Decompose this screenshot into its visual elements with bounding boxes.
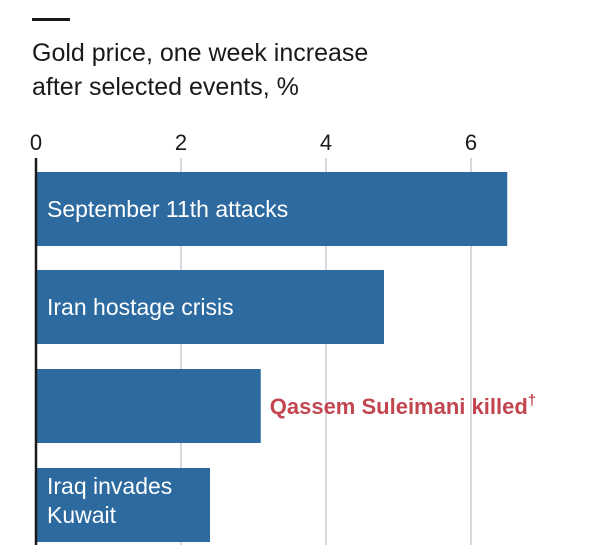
bar-3	[36, 468, 210, 542]
bar-2	[36, 369, 261, 443]
chart-title: Gold price, one week increase after sele…	[32, 36, 368, 104]
bar-label-3-line-0: Iraq invades	[47, 473, 172, 499]
chart-title-line-1: Gold price, one week increase	[32, 39, 369, 67]
title-rule	[32, 18, 70, 21]
x-tick-label-0: 0	[30, 130, 42, 155]
bar-label-1: Iran hostage crisis	[47, 294, 234, 320]
bar-0	[36, 172, 508, 246]
bar-label-0: September 11th attacks	[47, 196, 288, 222]
x-tick-label-4: 4	[320, 130, 332, 155]
x-tick-label-2: 2	[175, 130, 187, 155]
bar-label-2-footnote-mark: †	[528, 392, 536, 409]
bar-label-3-line-1: Kuwait	[47, 502, 117, 528]
x-tick-label-6: 6	[465, 130, 477, 155]
bar-label-2: Qassem Suleimani killed†	[270, 392, 536, 419]
bar-1	[36, 270, 384, 344]
chart-title-line-2: after selected events, %	[32, 73, 299, 101]
